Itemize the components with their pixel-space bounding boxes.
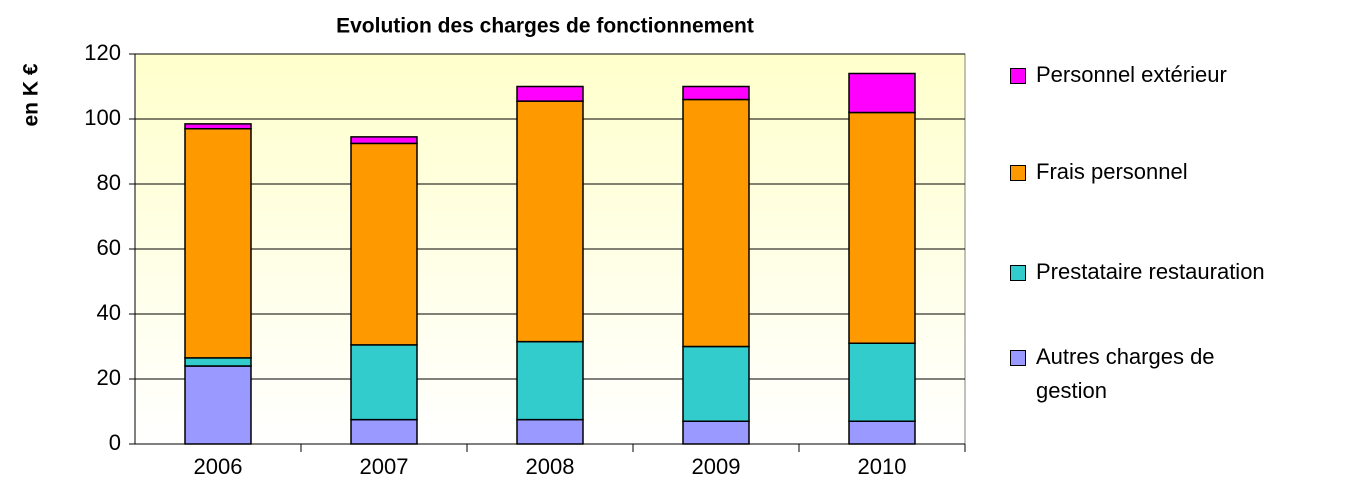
legend-swatch: [1010, 68, 1026, 84]
legend-item: Prestataire restauration: [1010, 255, 1320, 289]
y-tick-label: 100: [84, 105, 121, 130]
bar-segment: [184, 128, 252, 359]
bar-segment: [350, 136, 418, 145]
x-tick-label: 2008: [526, 454, 575, 479]
bar-segment: [682, 420, 750, 445]
y-tick-label: 20: [97, 365, 121, 390]
bar-segment: [516, 418, 584, 445]
x-tick-label: 2007: [360, 454, 409, 479]
legend-swatch: [1010, 350, 1026, 366]
legend-swatch: [1010, 165, 1026, 181]
legend-label: Personnel extérieur: [1036, 62, 1227, 87]
legend-item: Frais personnel: [1010, 155, 1320, 189]
bar-segment: [184, 365, 252, 445]
y-axis-label: en K €: [20, 63, 43, 126]
bar-segment: [682, 345, 750, 422]
bar-segment: [848, 420, 916, 445]
bar-segment: [848, 342, 916, 422]
bar-segment: [350, 142, 418, 346]
legend-item: Autres charges de gestion: [1010, 340, 1320, 408]
legend-item: Personnel extérieur: [1010, 58, 1320, 92]
x-tick-label: 2010: [858, 454, 907, 479]
y-tick-label: 80: [97, 170, 121, 195]
bar-segment: [516, 100, 584, 343]
y-tick-label: 0: [109, 430, 121, 455]
legend-label: Prestataire restauration: [1036, 259, 1265, 284]
bar-segment: [184, 123, 252, 130]
x-tick-label: 2006: [194, 454, 243, 479]
legend-label: Frais personnel: [1036, 159, 1188, 184]
legend-label: Autres charges de gestion: [1036, 344, 1215, 403]
bar-segment: [682, 85, 750, 101]
y-tick-label: 40: [97, 300, 121, 325]
legend-swatch: [1010, 265, 1026, 281]
bar-segment: [848, 72, 916, 114]
bar-segment: [350, 344, 418, 421]
x-tick-label: 2009: [692, 454, 741, 479]
bar-segment: [184, 357, 252, 367]
chart-title: Evolution des charges de fonctionnement: [336, 15, 754, 38]
bar-segment: [848, 111, 916, 344]
bar-segment: [516, 85, 584, 102]
bar-segment: [350, 418, 418, 445]
y-tick-label: 120: [84, 40, 121, 65]
bar-segment: [682, 98, 750, 348]
y-tick-label: 60: [97, 235, 121, 260]
bar-segment: [516, 340, 584, 421]
